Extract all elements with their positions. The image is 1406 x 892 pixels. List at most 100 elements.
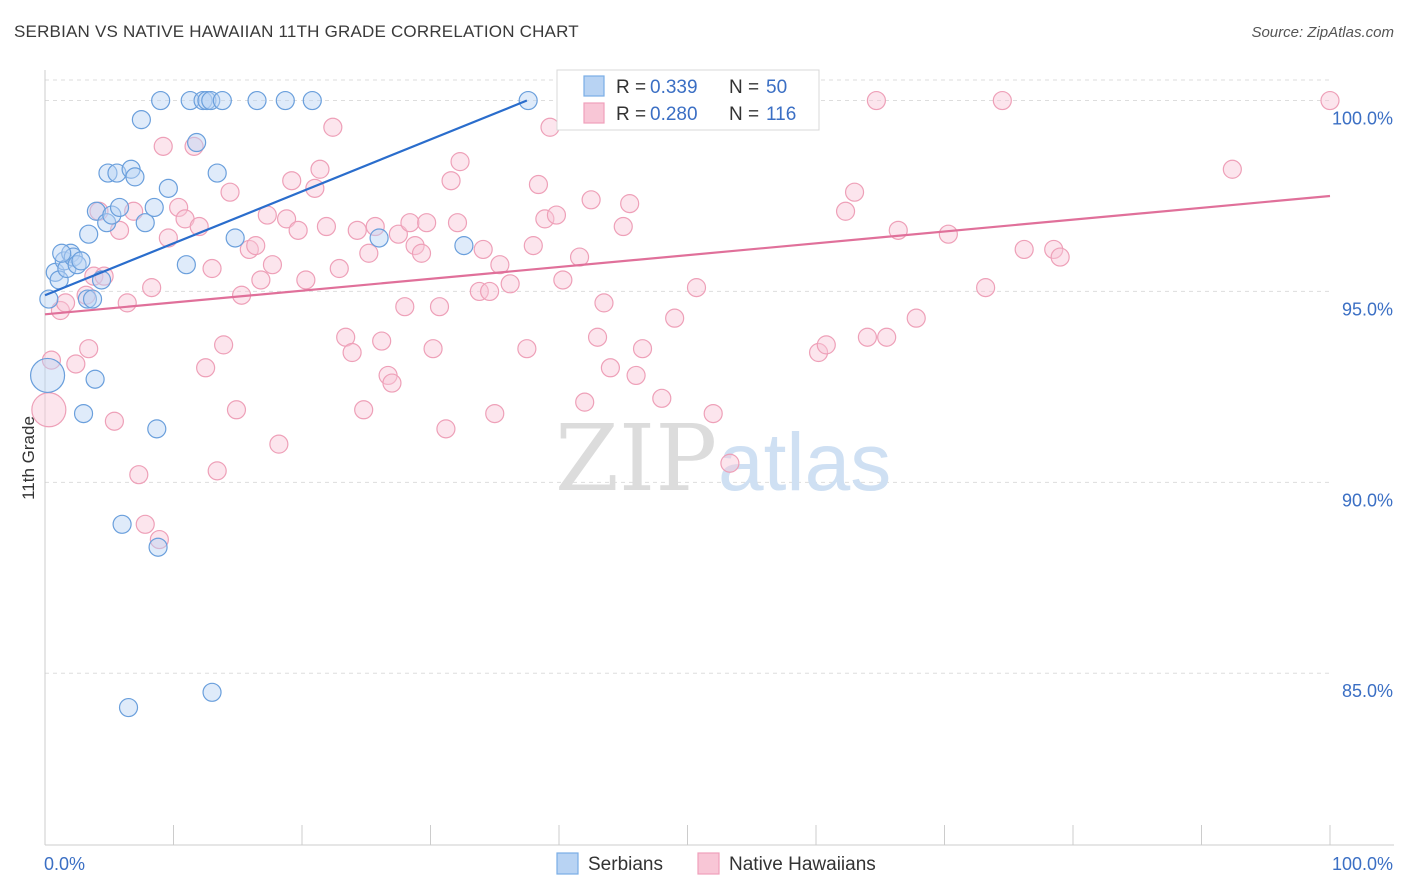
data-point — [938, 224, 958, 244]
data-point — [176, 255, 196, 275]
data-point — [365, 216, 385, 237]
data-point — [528, 174, 549, 195]
legend-swatch-native-hawaiians — [583, 102, 605, 124]
data-point — [310, 159, 330, 179]
data-point — [71, 251, 91, 271]
data-point — [212, 90, 232, 111]
trend-line-serbians — [44, 99, 528, 297]
data-point — [1014, 239, 1034, 260]
data-point — [135, 514, 155, 534]
data-point — [107, 163, 127, 183]
watermark: ZIP atlas — [555, 405, 891, 512]
data-point — [1320, 90, 1340, 111]
data-point — [808, 342, 829, 363]
serbians-points — [29, 90, 538, 718]
data-point — [147, 419, 167, 439]
data-point — [73, 403, 94, 424]
data-point — [347, 220, 367, 240]
data-point — [417, 213, 437, 233]
data-point — [447, 213, 468, 233]
data-point — [382, 373, 402, 393]
data-point — [158, 178, 178, 198]
data-point — [251, 270, 271, 290]
data-point — [490, 255, 510, 275]
legend-swatch-serbians — [583, 75, 605, 97]
data-point — [569, 247, 590, 267]
data-point — [144, 197, 164, 218]
data-point — [600, 358, 621, 378]
data-point — [262, 255, 283, 275]
y-tick-label: 90.0% — [1342, 490, 1393, 510]
data-point — [429, 297, 450, 317]
legend-r-label-1: R = — [616, 77, 646, 98]
data-point — [207, 163, 227, 183]
data-point — [153, 136, 173, 156]
y-tick-label: 85.0% — [1342, 681, 1393, 701]
data-point — [540, 117, 560, 137]
data-point — [329, 258, 349, 279]
data-point — [91, 270, 112, 290]
data-point — [411, 243, 432, 263]
data-point — [553, 270, 573, 290]
axes — [44, 70, 1394, 846]
data-point — [686, 278, 707, 298]
data-point — [85, 369, 105, 389]
data-point — [372, 331, 392, 351]
data-point — [148, 537, 168, 557]
data-point — [117, 293, 137, 313]
data-point — [296, 270, 316, 290]
data-point — [436, 419, 456, 439]
x-tick-label: 100.0% — [1332, 854, 1393, 874]
bottom-legend-swatch-serbians — [556, 852, 579, 875]
data-point — [844, 182, 865, 202]
data-point — [169, 197, 189, 218]
data-point — [124, 201, 144, 221]
data-point — [52, 243, 72, 263]
data-point — [39, 289, 59, 309]
legend-r-label-2: R = — [616, 104, 646, 125]
data-point — [246, 236, 266, 256]
data-point — [187, 132, 207, 153]
data-point — [79, 339, 99, 359]
data-point — [207, 461, 227, 481]
y-tick-label: 100.0% — [1332, 109, 1393, 129]
data-point — [517, 339, 537, 359]
trend-lines — [44, 99, 1331, 316]
data-point — [41, 350, 62, 370]
data-point — [1044, 239, 1064, 260]
data-point — [269, 434, 289, 454]
data-point — [587, 327, 608, 347]
x-tick-label: 0.0% — [44, 854, 85, 874]
x-tick-labels: 0.0% 100.0% — [44, 854, 1393, 874]
data-point — [1222, 159, 1242, 179]
bottom-legend: Serbians Native Hawaiians — [556, 852, 876, 875]
data-point — [214, 335, 234, 355]
data-point — [104, 411, 124, 431]
data-point — [66, 354, 86, 374]
y-axis-title: 11th Grade — [19, 416, 38, 500]
data-point — [500, 274, 520, 294]
data-point — [226, 400, 247, 420]
data-point — [665, 308, 685, 328]
watermark-zip: ZIP — [555, 405, 717, 512]
data-point — [323, 117, 343, 137]
legend-n-value-2: 116 — [766, 104, 796, 125]
data-point — [469, 281, 489, 302]
data-point — [354, 400, 374, 420]
top-legend: R = 0.339 N = 50 R = 0.280 N = 116 — [556, 69, 820, 131]
y-tick-label: 95.0% — [1342, 299, 1393, 319]
data-point — [992, 90, 1012, 111]
data-point — [575, 392, 595, 412]
data-point — [67, 255, 87, 275]
data-point — [480, 281, 500, 302]
data-point — [129, 465, 149, 485]
data-point — [405, 236, 425, 256]
data-point — [79, 224, 99, 244]
data-point — [720, 453, 740, 473]
data-point — [202, 258, 222, 279]
data-point — [125, 167, 145, 187]
data-point — [400, 213, 420, 233]
data-point — [369, 228, 389, 248]
data-point — [55, 293, 76, 313]
y-tick-labels: 85.0% 90.0% 95.0% 100.0% — [1332, 109, 1393, 702]
